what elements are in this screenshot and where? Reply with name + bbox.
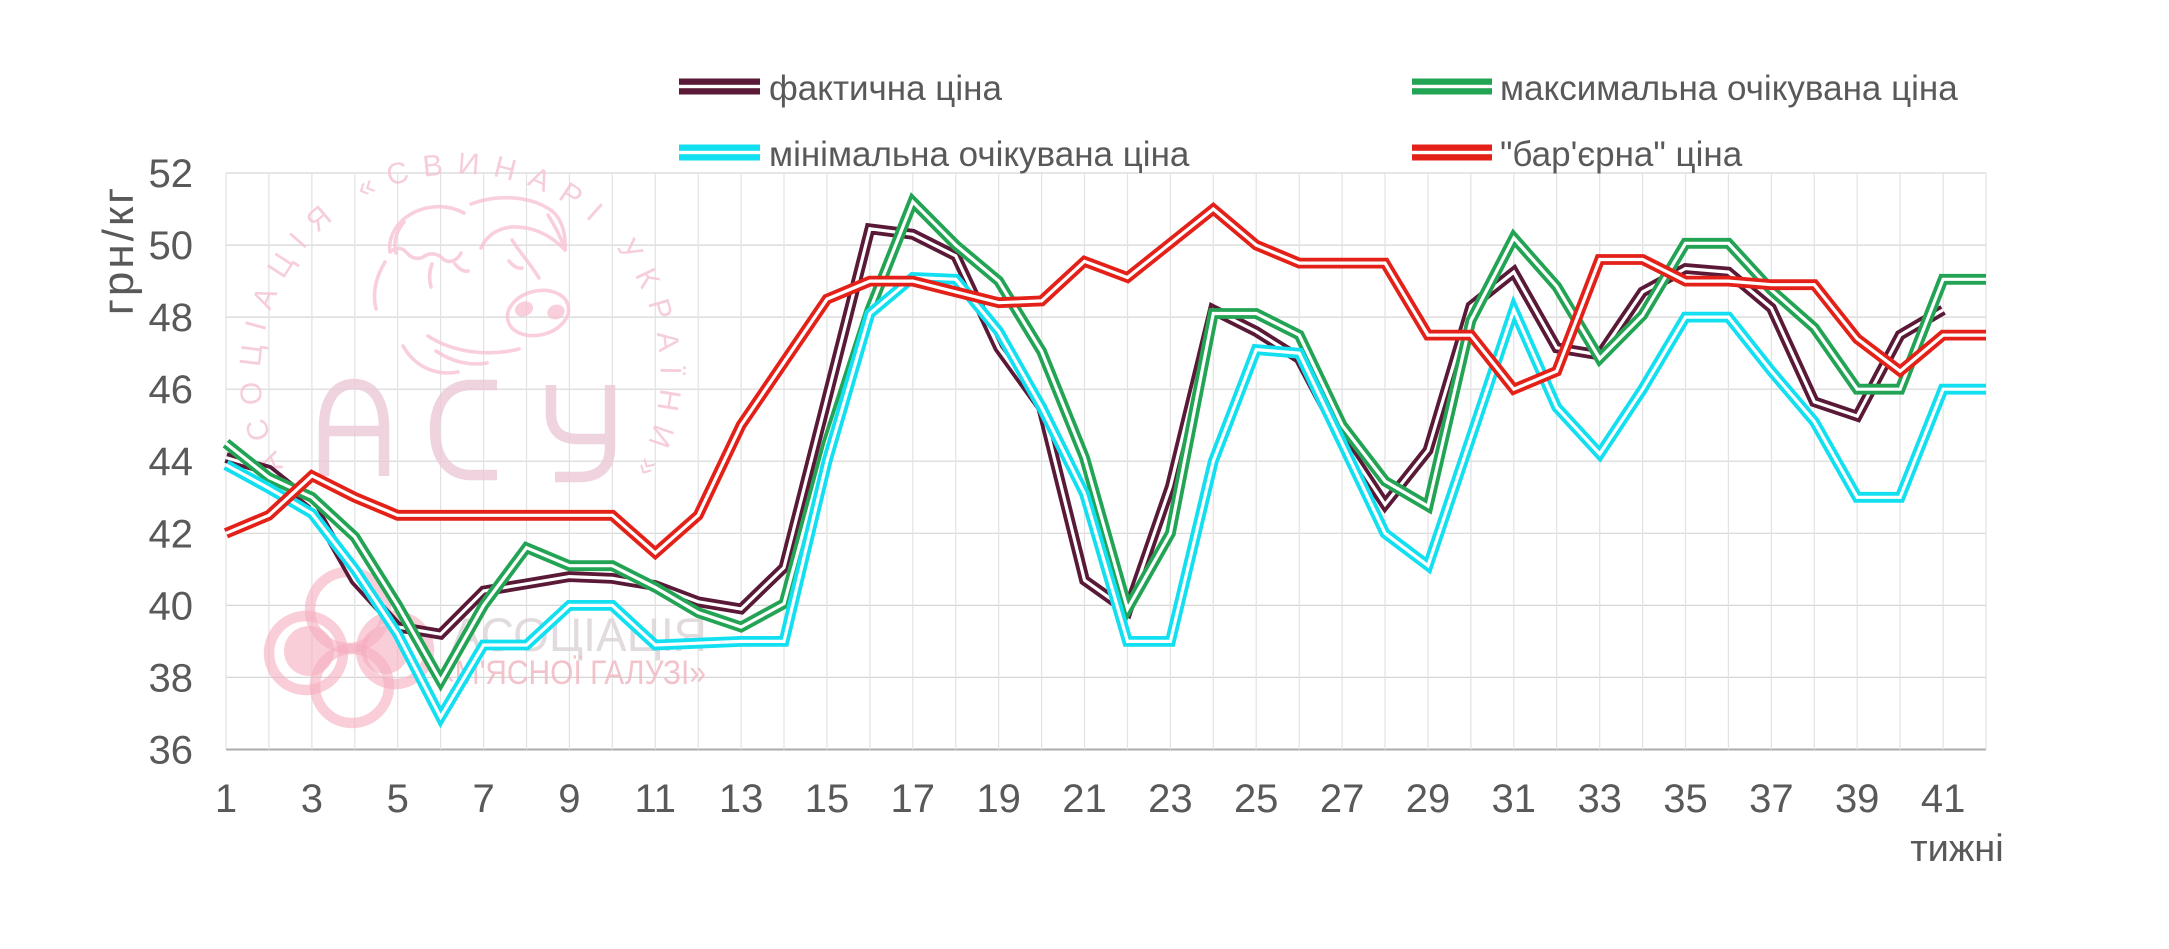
svg-text:38: 38 — [149, 656, 194, 700]
svg-text:35: 35 — [1663, 777, 1708, 821]
svg-text:АСОЦІАЦІЯ: АСОЦІАЦІЯ — [451, 608, 707, 661]
svg-text:27: 27 — [1320, 777, 1365, 821]
svg-text:11: 11 — [635, 777, 677, 821]
svg-text:13: 13 — [719, 777, 764, 821]
svg-text:41: 41 — [1921, 777, 1966, 821]
svg-text:1: 1 — [215, 777, 237, 821]
svg-text:39: 39 — [1835, 777, 1880, 821]
svg-text:19: 19 — [976, 777, 1021, 821]
svg-text:15: 15 — [805, 777, 850, 821]
svg-text:48: 48 — [149, 296, 194, 340]
svg-text:17: 17 — [891, 777, 936, 821]
svg-text:44: 44 — [149, 440, 194, 484]
svg-text:5: 5 — [387, 777, 409, 821]
svg-text:42: 42 — [149, 512, 194, 556]
svg-text:29: 29 — [1406, 777, 1451, 821]
svg-text:50: 50 — [149, 224, 194, 268]
svg-text:21: 21 — [1062, 777, 1107, 821]
svg-text:52: 52 — [149, 152, 194, 196]
svg-text:46: 46 — [149, 368, 194, 412]
svg-text:40: 40 — [149, 584, 194, 628]
svg-text:23: 23 — [1148, 777, 1193, 821]
svg-text:36: 36 — [149, 729, 194, 773]
svg-text:«М'ЯСНОЇ ГАЛУЗІ»: «М'ЯСНОЇ ГАЛУЗІ» — [438, 654, 706, 692]
svg-text:9: 9 — [558, 777, 580, 821]
svg-text:грн/кг: грн/кг — [94, 185, 143, 315]
svg-text:33: 33 — [1577, 777, 1622, 821]
svg-text:37: 37 — [1749, 777, 1794, 821]
svg-text:мінімальна очікувана ціна: мінімальна очікувана ціна — [769, 135, 1190, 174]
svg-text:25: 25 — [1234, 777, 1279, 821]
svg-text:3: 3 — [301, 777, 323, 821]
svg-text:7: 7 — [472, 777, 494, 821]
svg-text:тижні: тижні — [1910, 828, 2003, 870]
svg-text:фактична ціна: фактична ціна — [769, 69, 1002, 108]
svg-text:максимальна очікувана ціна: максимальна очікувана ціна — [1500, 69, 1958, 108]
svg-text:31: 31 — [1492, 777, 1537, 821]
svg-text:"бар'єрна" ціна: "бар'єрна" ціна — [1500, 135, 1743, 174]
